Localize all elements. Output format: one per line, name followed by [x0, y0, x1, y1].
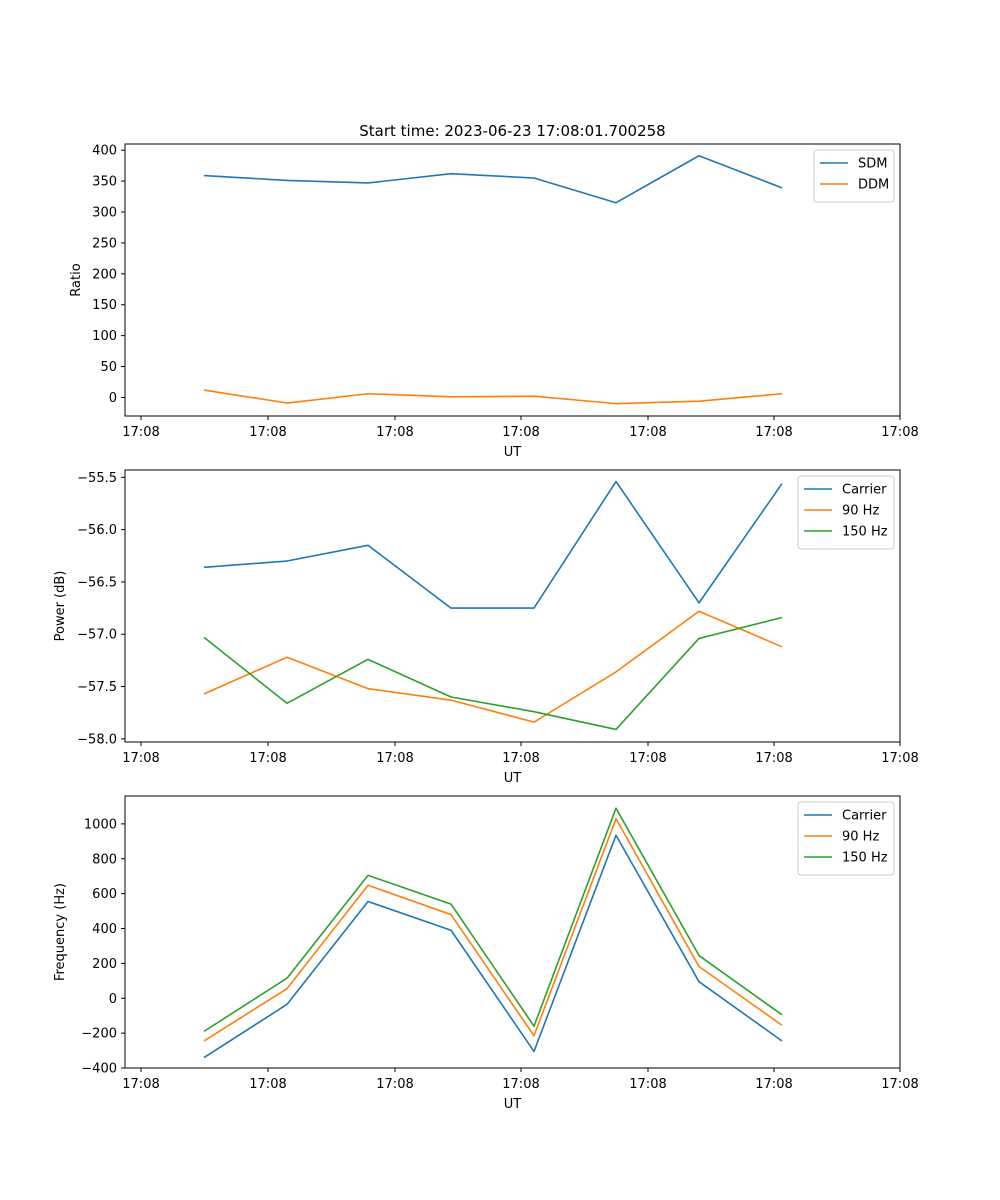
- y-tick-label: 200: [92, 957, 117, 972]
- x-axis-label: UT: [504, 771, 522, 786]
- y-tick-label: 400: [92, 922, 117, 937]
- x-tick-label: 17:08: [502, 751, 539, 766]
- y-tick-label: 300: [92, 206, 117, 221]
- legend-label: Carrier: [842, 809, 887, 824]
- legend-label: SDM: [858, 157, 887, 172]
- x-tick-label: 17:08: [502, 425, 539, 440]
- series-line-90-hz: [203, 610, 783, 723]
- x-tick-label: 17:08: [755, 1077, 792, 1092]
- y-tick-label: 0: [109, 391, 117, 406]
- x-tick-label: 17:08: [755, 425, 792, 440]
- legend-label: 150 Hz: [842, 851, 888, 866]
- chart-panel-2: −58.0 −57.5 −57.0 −56.5 −56.0 −55.5 17:08 17:08…: [53, 469, 919, 786]
- series-line-carrier: [203, 480, 783, 609]
- y-tick-label: 250: [92, 236, 117, 251]
- x-tick-label: 17:08: [755, 751, 792, 766]
- y-axis-label: Ratio: [69, 263, 84, 296]
- x-tick-label: 17:08: [881, 751, 918, 766]
- series-line-90-hz: [203, 817, 783, 1042]
- y-tick-label: 150: [92, 298, 117, 313]
- y-axis-label: Frequency (Hz): [53, 883, 68, 981]
- series-line-150-hz: [203, 807, 783, 1033]
- x-tick-label: 17:08: [376, 1077, 413, 1092]
- y-tick-label: −55.5: [77, 471, 117, 486]
- y-tick-label: 50: [100, 360, 117, 375]
- legend-label: Carrier: [842, 483, 887, 498]
- plot-frame: [124, 143, 901, 417]
- y-tick-label: −200: [81, 1027, 117, 1042]
- plot-frame: [124, 795, 901, 1069]
- x-tick-label: 17:08: [122, 425, 159, 440]
- y-tick-label: −57.5: [77, 680, 117, 695]
- legend: Carrier 90 Hz 150 Hz: [797, 475, 895, 550]
- y-tick-label: 200: [92, 267, 117, 282]
- legend: SDM DDM: [813, 149, 895, 203]
- legend: Carrier 90 Hz 150 Hz: [797, 801, 895, 876]
- x-tick-label: 17:08: [122, 751, 159, 766]
- x-axis-label: UT: [504, 445, 522, 460]
- series-line-ddm: [203, 389, 783, 405]
- y-tick-label: −56.5: [77, 575, 117, 590]
- charts-container: 0 50 100 150 200 250 300 350 400 17:08 17:08 17:08 1…: [53, 143, 919, 1112]
- y-tick-label: 0: [109, 992, 117, 1007]
- legend-label: 150 Hz: [842, 525, 888, 540]
- legend-label: DDM: [858, 178, 889, 193]
- x-tick-label: 17:08: [249, 425, 286, 440]
- figure-title: Start time: 2023-06-23 17:08:01.700258: [359, 122, 665, 140]
- legend-label: 90 Hz: [842, 830, 879, 845]
- chart-panel-3: −400 −200 0 200 400 600 800 1000 17:08 17:08 17:08…: [53, 795, 919, 1112]
- x-tick-label: 17:08: [881, 425, 918, 440]
- x-tick-label: 17:08: [249, 751, 286, 766]
- chart-panel-1: 0 50 100 150 200 250 300 350 400 17:08 17:08 17:08 1…: [69, 143, 919, 460]
- y-tick-label: −400: [81, 1062, 117, 1077]
- y-tick-label: 600: [92, 887, 117, 902]
- y-axis-label: Power (dB): [53, 571, 68, 642]
- y-tick-label: 1000: [84, 817, 117, 832]
- series-line-sdm: [203, 154, 783, 204]
- y-tick-label: −57.0: [77, 628, 117, 643]
- x-axis-label: UT: [504, 1097, 522, 1112]
- y-tick-label: 100: [92, 329, 117, 344]
- y-tick-label: 350: [92, 175, 117, 190]
- x-tick-label: 17:08: [502, 1077, 539, 1092]
- y-tick-label: −58.0: [77, 732, 117, 747]
- x-tick-label: 17:08: [376, 751, 413, 766]
- series-line-150-hz: [203, 616, 783, 731]
- y-tick-label: 800: [92, 852, 117, 867]
- x-tick-label: 17:08: [629, 751, 666, 766]
- x-tick-label: 17:08: [122, 1077, 159, 1092]
- x-tick-label: 17:08: [249, 1077, 286, 1092]
- x-tick-label: 17:08: [376, 425, 413, 440]
- plot-frame: [124, 469, 901, 743]
- y-tick-label: −56.0: [77, 523, 117, 538]
- x-tick-label: 17:08: [629, 1077, 666, 1092]
- series-line-carrier: [203, 834, 783, 1059]
- legend-label: 90 Hz: [842, 504, 879, 519]
- x-tick-label: 17:08: [629, 425, 666, 440]
- x-tick-label: 17:08: [881, 1077, 918, 1092]
- y-tick-label: 400: [92, 144, 117, 159]
